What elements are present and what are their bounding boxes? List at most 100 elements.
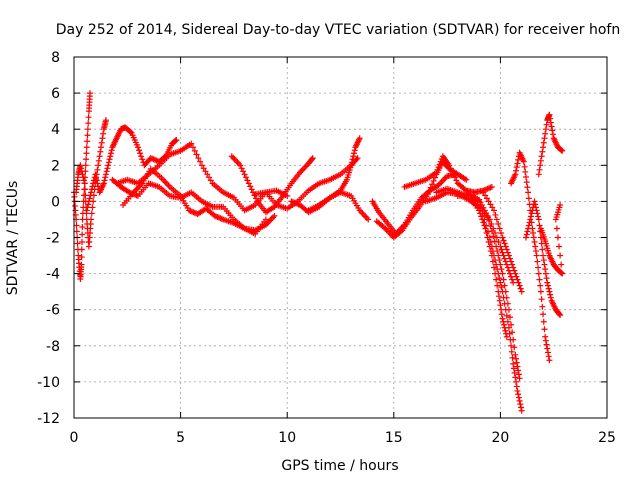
data-point [500,276,507,283]
data-point [433,169,440,176]
data-point [537,162,544,169]
data-point [499,315,506,322]
data-point [85,201,92,208]
data-point [532,201,539,208]
data-point [489,248,496,255]
y-tick-label: -6 [46,303,60,319]
data-point [102,117,109,124]
data-point [517,285,524,292]
data-point [540,257,547,264]
data-point [539,246,546,253]
data-point [515,391,522,398]
data-point [78,168,85,175]
data-point [87,192,94,199]
data-point [350,153,357,160]
data-point [188,140,195,147]
data-point [554,234,561,241]
data-point [518,404,525,411]
data-point [508,273,515,280]
data-point [513,378,520,385]
data-point [503,246,510,253]
data-point [525,222,532,229]
data-point [491,238,498,245]
data-point [100,130,107,137]
data-point [95,162,102,169]
data-point [515,371,522,378]
data-point [493,276,500,283]
data-point [107,153,114,160]
series-PRN-F [120,165,278,234]
data-point [197,158,204,165]
data-point [510,279,517,286]
data-point [500,294,507,301]
data-point [537,157,544,164]
data-point [134,144,141,151]
data-point [89,183,96,190]
data-point [534,258,541,265]
data-point [547,115,554,122]
data-point [93,177,100,184]
data-point [537,288,544,295]
data-point [527,213,534,220]
data-point [510,360,517,367]
data-point [190,144,197,151]
data-point [547,291,554,298]
data-point [505,324,512,331]
data-point [545,353,552,360]
x-tick-label: 25 [598,430,616,446]
data-point [532,243,539,250]
data-marks [71,90,566,414]
data-point [493,261,500,268]
data-point [244,177,251,184]
data-point [504,318,511,325]
data-point [482,192,489,199]
data-point [492,229,499,236]
data-point [508,258,515,265]
data-point [476,207,483,214]
data-point [500,321,507,328]
series-PRN-T [535,111,566,178]
data-point [78,246,85,253]
data-point [549,131,556,138]
data-point [525,195,532,202]
data-point [539,303,546,310]
data-point [136,147,143,154]
data-point [92,171,99,178]
data-point [496,275,503,282]
series-PRN-Q [465,194,525,414]
data-point [493,234,500,241]
data-point [542,270,549,277]
grid-lines [74,57,607,418]
data-point [479,210,486,217]
data-point [535,216,542,223]
data-point [195,155,202,162]
data-point [491,207,498,214]
data-point [429,181,436,188]
data-point [480,189,487,196]
data-point [542,333,549,340]
y-axis-label: SDTVAR / TECUs [5,181,21,296]
series-PRN-O [433,185,510,340]
data-point [191,147,198,154]
data-point [521,163,528,170]
data-point [527,216,534,223]
data-point [426,187,433,194]
data-point [487,239,494,246]
data-point [523,179,530,186]
data-point [84,126,91,133]
data-point [511,369,518,376]
data-point [477,204,484,211]
data-point [516,375,523,382]
data-point [241,171,248,178]
y-tick-label: 6 [51,86,60,102]
data-point [453,177,460,184]
data-point [245,180,252,187]
data-point [506,270,513,277]
data-point [515,367,522,374]
y-tick-label: 0 [51,194,60,210]
data-point [84,132,91,139]
data-point [532,204,539,211]
data-point [537,282,544,289]
data-point [518,407,525,414]
data-point [531,239,538,246]
